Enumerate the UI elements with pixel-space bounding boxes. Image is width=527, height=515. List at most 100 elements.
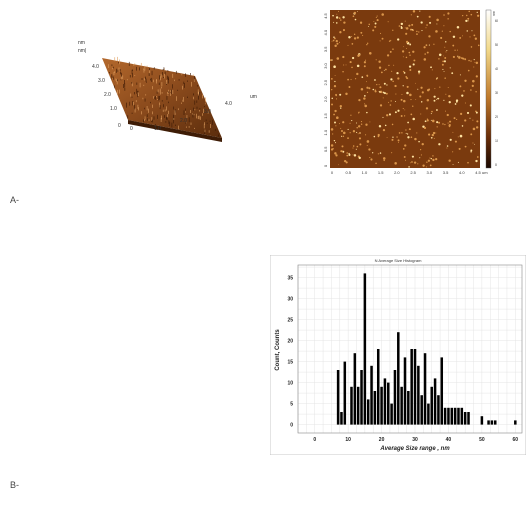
- afm-2d-particle: [356, 145, 359, 148]
- afm-2d-particle: [470, 60, 472, 62]
- afm-2d-particle: [430, 66, 432, 69]
- afm-2d-particle: [448, 123, 451, 127]
- afm-2d-particle: [397, 109, 400, 112]
- afm-2d-particle: [389, 50, 392, 53]
- afm-2d-particle: [382, 129, 386, 132]
- afm-3d-x-unit: um: [250, 94, 257, 100]
- afm-2d-particle: [409, 69, 412, 71]
- afm-2d-particle: [343, 131, 346, 135]
- afm-2d-particle: [375, 59, 377, 61]
- afm-2d-y-tick: 1.0: [323, 129, 328, 135]
- afm-2d-particle: [440, 36, 443, 39]
- afm-2d-particle: [342, 71, 344, 73]
- afm-2d-particle: [379, 91, 381, 93]
- afm-2d-particle: [338, 41, 341, 43]
- afm-2d-particle: [357, 10, 358, 12]
- afm-2d-particle: [438, 121, 441, 124]
- afm-2d-particle: [475, 75, 478, 78]
- afm-2d-particle: [346, 152, 348, 154]
- afm-2d-particle: [457, 136, 459, 138]
- afm-2d-particle: [441, 30, 443, 32]
- afm-2d-particle: [426, 51, 429, 54]
- afm-2d-particle: [416, 30, 418, 33]
- afm-2d-particle: [438, 53, 442, 57]
- afm-2d-particle: [454, 103, 457, 105]
- afm-2d-particle: [368, 23, 370, 26]
- afm-2d-particle: [443, 55, 444, 57]
- histogram-x-tick: 10: [345, 437, 351, 443]
- afm-2d-particle: [462, 35, 464, 37]
- histogram-bar: [443, 407, 447, 425]
- afm-2d-particle: [343, 159, 347, 163]
- afm-2d-particle: [378, 84, 380, 86]
- histogram-bar: [430, 386, 433, 425]
- afm-2d-particle: [423, 126, 427, 130]
- afm-2d-particle: [475, 91, 477, 93]
- afm-2d-particle: [360, 120, 363, 123]
- afm-2d-colorbar-tick: 40: [495, 67, 498, 71]
- afm-2d-particle: [338, 123, 340, 125]
- afm-2d-particle: [366, 86, 369, 89]
- afm-2d-particle: [460, 112, 463, 115]
- histogram-bar: [427, 403, 430, 425]
- afm-2d-particle: [382, 116, 384, 118]
- afm-2d-particle: [393, 64, 395, 66]
- afm-2d-particle: [401, 93, 403, 96]
- afm-2d-particle: [420, 113, 422, 115]
- afm-2d-particle: [376, 19, 379, 22]
- afm-2d-particle: [386, 84, 388, 86]
- afm-2d-particle: [370, 158, 373, 161]
- afm-2d-particle: [419, 95, 422, 98]
- afm-2d-particle: [456, 49, 458, 51]
- histogram-plot-area: [297, 264, 523, 434]
- afm-2d-particle: [425, 166, 427, 168]
- afm-2d-particle: [426, 119, 429, 122]
- afm-2d-colorbar-tick: 50: [495, 43, 498, 47]
- afm-2d-particle: [428, 35, 431, 38]
- afm-2d-particle: [475, 110, 477, 113]
- afm-2d-particle: [422, 125, 425, 128]
- histogram-bar: [494, 420, 497, 425]
- afm-2d-particle: [442, 68, 444, 71]
- afm-2d-particle: [433, 95, 436, 98]
- afm-2d-particle: [409, 43, 412, 46]
- afm-2d-particle: [472, 142, 474, 144]
- afm-2d-particle: [356, 127, 358, 129]
- afm-2d-particle: [353, 11, 357, 14]
- afm-2d-particle: [430, 136, 433, 139]
- afm-2d-particle: [372, 29, 375, 32]
- histogram-bars: [336, 273, 517, 425]
- afm-2d-particle: [411, 29, 413, 31]
- afm-2d-particle: [443, 60, 446, 63]
- afm-2d-particle: [419, 10, 421, 12]
- afm-2d-particle: [467, 69, 470, 72]
- afm-2d-particle: [335, 154, 338, 157]
- afm-2d-particle: [469, 104, 472, 107]
- afm-2d-particle: [351, 43, 354, 45]
- afm-2d-particle: [411, 155, 414, 158]
- afm-2d-particle: [357, 133, 359, 135]
- histogram-x-tick: 20: [379, 437, 385, 443]
- afm-2d-particle: [467, 161, 469, 164]
- afm-2d-y-tick: 0.5: [323, 146, 328, 152]
- afm-2d-particle: [458, 147, 461, 150]
- histogram-bar: [356, 386, 360, 425]
- afm-2d-particle: [351, 66, 353, 69]
- afm-2d-particle: [359, 21, 363, 24]
- afm-2d-particle: [406, 77, 409, 80]
- afm-2d-particle: [443, 71, 445, 72]
- afm-2d-particle: [426, 118, 429, 120]
- afm-2d-particle: [368, 26, 370, 27]
- histogram-y-label: Count, Counts: [275, 329, 281, 371]
- afm-2d-particle: [447, 86, 449, 88]
- panel-label-b: B-: [10, 480, 19, 490]
- afm-2d-particle: [383, 159, 385, 162]
- afm-2d-particle: [375, 162, 377, 165]
- afm-2d-particle: [348, 153, 351, 156]
- afm-2d-particle: [368, 87, 371, 90]
- afm-2d-particle: [349, 132, 351, 134]
- afm-2d-particle: [342, 16, 345, 19]
- afm-2d-particle: [334, 37, 336, 40]
- afm-2d-particle: [405, 27, 409, 30]
- afm-2d-particle: [471, 30, 473, 32]
